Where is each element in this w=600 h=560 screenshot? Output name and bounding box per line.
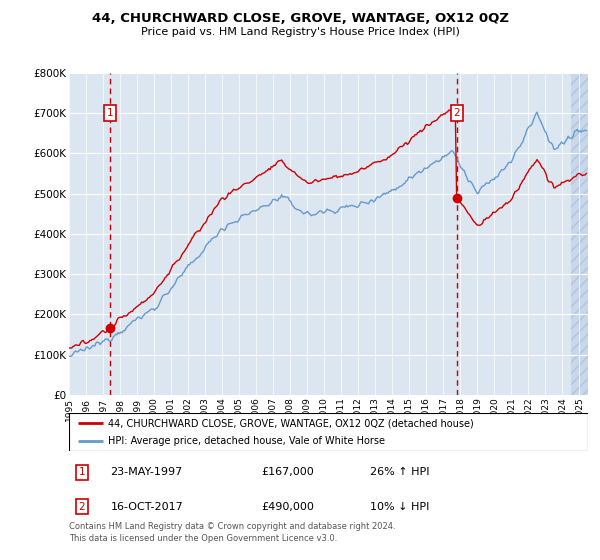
Text: Price paid vs. HM Land Registry's House Price Index (HPI): Price paid vs. HM Land Registry's House … — [140, 27, 460, 37]
Text: £490,000: £490,000 — [261, 502, 314, 512]
Text: 26% ↑ HPI: 26% ↑ HPI — [370, 467, 430, 477]
Text: 16-OCT-2017: 16-OCT-2017 — [110, 502, 183, 512]
Text: 1: 1 — [106, 108, 113, 118]
Text: 2: 2 — [79, 502, 85, 512]
Text: 44, CHURCHWARD CLOSE, GROVE, WANTAGE, OX12 0QZ (detached house): 44, CHURCHWARD CLOSE, GROVE, WANTAGE, OX… — [108, 418, 473, 428]
Text: Contains HM Land Registry data © Crown copyright and database right 2024.
This d: Contains HM Land Registry data © Crown c… — [69, 522, 395, 543]
Text: £167,000: £167,000 — [261, 467, 314, 477]
Text: 44, CHURCHWARD CLOSE, GROVE, WANTAGE, OX12 0QZ: 44, CHURCHWARD CLOSE, GROVE, WANTAGE, OX… — [91, 12, 509, 25]
Text: 10% ↓ HPI: 10% ↓ HPI — [370, 502, 430, 512]
Text: 2: 2 — [454, 108, 460, 118]
Text: HPI: Average price, detached house, Vale of White Horse: HPI: Average price, detached house, Vale… — [108, 436, 385, 446]
Text: 23-MAY-1997: 23-MAY-1997 — [110, 467, 183, 477]
Text: 1: 1 — [79, 467, 85, 477]
Bar — [571, 73, 588, 395]
